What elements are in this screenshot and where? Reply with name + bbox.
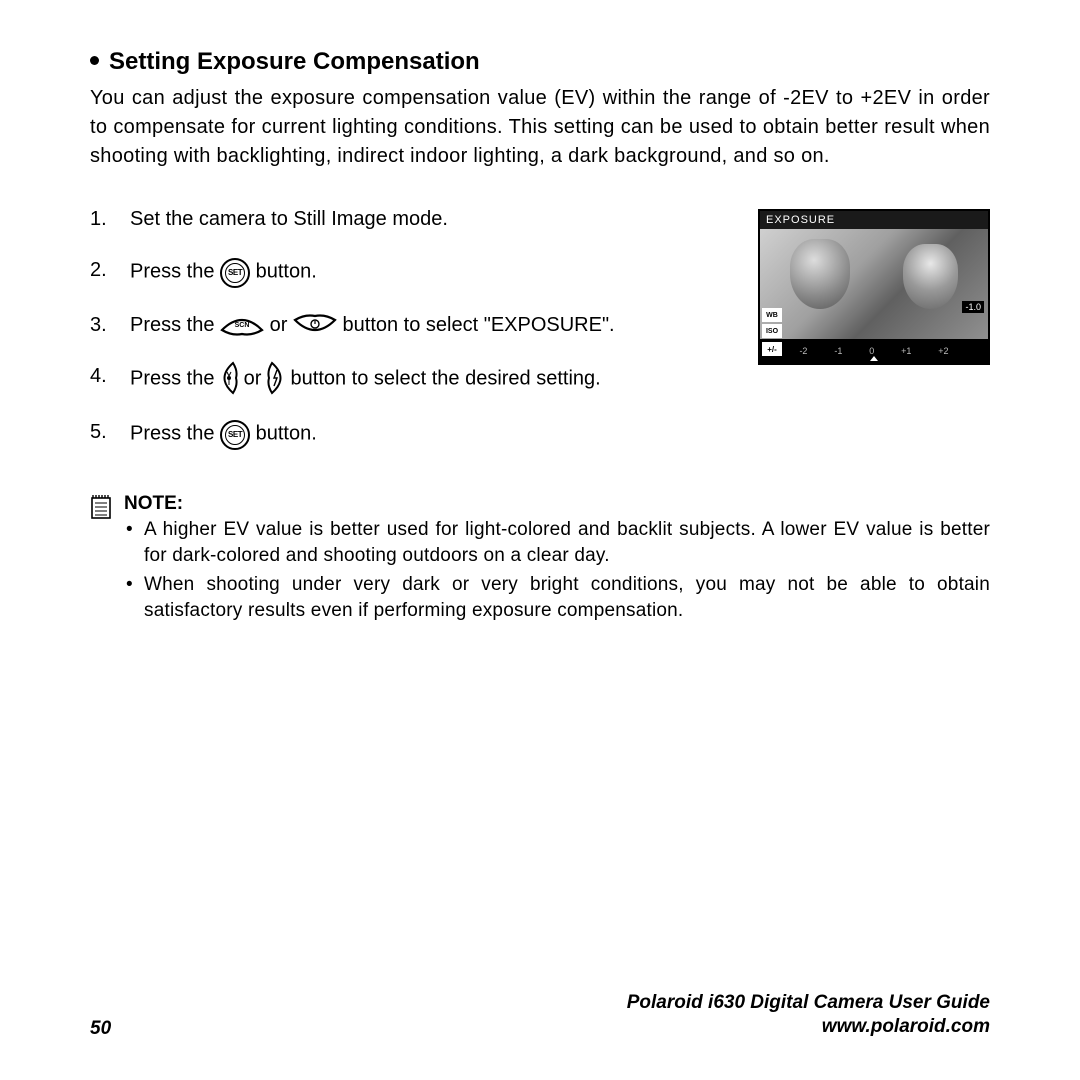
lcd-ev-icon: +/- — [762, 342, 782, 356]
page-footer: 50 Polaroid i630 Digital Camera User Gui… — [90, 991, 990, 1040]
steps-list: Set the camera to Still Image mode. Pres… — [90, 205, 728, 451]
scale-p1: +1 — [901, 346, 911, 356]
lcd-wb-icon: WB — [762, 308, 782, 322]
heading-text: Setting Exposure Compensation — [109, 48, 480, 75]
section-heading: Setting Exposure Compensation — [90, 48, 990, 76]
lcd-ev-scale: +/- -2 -1 0 +1 +2 — [760, 339, 988, 363]
step-3-text-b: button to select "EXPOSURE". — [343, 314, 615, 336]
scale-p2: +2 — [938, 346, 948, 356]
steps-column: Set the camera to Still Image mode. Pres… — [90, 205, 728, 473]
lcd-ev-value: -1.0 — [962, 301, 984, 313]
footer-url: www.polaroid.com — [627, 1015, 990, 1040]
notepad-icon — [90, 494, 112, 520]
note-section: NOTE: A higher EV value is better used f… — [90, 493, 990, 627]
scale-0: 0 — [869, 346, 874, 356]
scn-label: SCN — [235, 322, 250, 329]
step-2: Press the SET button. — [90, 256, 728, 289]
step-4-text-a: Press the — [130, 367, 220, 389]
step-3-text-a: Press the — [130, 314, 220, 336]
footer-guide-title: Polaroid i630 Digital Camera User Guide — [627, 991, 990, 1016]
scale-m1: -1 — [834, 346, 842, 356]
step-1-text: Set the camera to Still Image mode. — [130, 208, 448, 230]
lcd-scale-cursor-icon — [870, 356, 878, 361]
step-4-or: or — [244, 367, 267, 389]
note-item-1: A higher EV value is better used for lig… — [124, 517, 990, 570]
step-3: Press the SCN or button to select "E — [90, 311, 728, 340]
set-label-2: SET — [225, 425, 245, 445]
step-5: Press the SET button. — [90, 418, 728, 451]
set-button-icon: SET — [220, 255, 250, 288]
step-2-text-a: Press the — [130, 261, 220, 283]
note-item-2: When shooting under very dark or very br… — [124, 572, 990, 625]
note-body: NOTE: A higher EV value is better used f… — [124, 493, 990, 627]
timer-down-button-icon — [293, 314, 337, 336]
note-list: A higher EV value is better used for lig… — [124, 517, 990, 625]
lcd-sidebar: WB ISO — [760, 308, 784, 339]
flash-right-button-icon — [267, 361, 285, 395]
lcd-preview: EXPOSURE WB ISO -1.0 +/- -2 -1 0 +1 +2 — [758, 209, 990, 365]
scn-up-button-icon: SCN — [220, 314, 264, 336]
content-row: Set the camera to Still Image mode. Pres… — [90, 205, 990, 473]
scale-m2: -2 — [799, 346, 807, 356]
step-5-text-a: Press the — [130, 422, 220, 444]
lcd-face-placeholder-2 — [903, 244, 958, 309]
lcd-title: EXPOSURE — [760, 211, 988, 229]
step-4: Press the or button to select the d — [90, 362, 728, 396]
intro-paragraph: You can adjust the exposure compensation… — [90, 84, 990, 171]
note-title: NOTE: — [124, 493, 990, 515]
lcd-photo-area: WB ISO -1.0 — [760, 229, 988, 339]
macro-left-button-icon — [220, 361, 238, 395]
set-button-icon-2: SET — [220, 417, 250, 450]
step-2-text-b: button. — [256, 261, 317, 283]
heading-bullet-icon — [90, 56, 99, 65]
footer-right: Polaroid i630 Digital Camera User Guide … — [627, 991, 990, 1040]
page-number: 50 — [90, 1018, 111, 1040]
step-3-or: or — [270, 314, 293, 336]
set-label: SET — [225, 263, 245, 283]
step-5-text-b: button. — [256, 422, 317, 444]
step-4-text-b: button to select the desired setting. — [291, 367, 601, 389]
lcd-face-placeholder-1 — [790, 239, 850, 309]
lcd-iso-icon: ISO — [762, 324, 782, 338]
step-1: Set the camera to Still Image mode. — [90, 205, 728, 234]
